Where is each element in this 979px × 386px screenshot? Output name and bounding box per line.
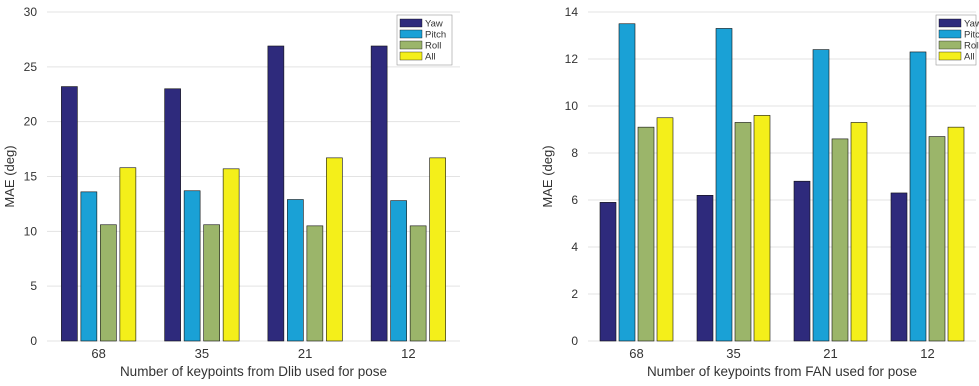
- y-tick-label: 12: [565, 52, 579, 66]
- bar-pitch-12: [909, 51, 927, 342]
- bar-all-68: [656, 117, 674, 342]
- y-tick-label: 2: [571, 287, 578, 301]
- y-tick-label: 10: [24, 224, 38, 238]
- chart-dlib: 0 5 10 15 20 25 30 MAE (deg) 68 35 21 12 Number of k…: [0, 0, 480, 381]
- bar-roll-12: [409, 225, 427, 342]
- bar-yaw-12: [890, 192, 908, 342]
- y-tick-label: 10: [565, 99, 579, 113]
- x-axis-label: Number of keypoints from Dlib used for p…: [120, 364, 387, 379]
- bar-pitch-68: [80, 191, 98, 342]
- bar-roll-12: [928, 136, 946, 342]
- y-tick-label: 6: [571, 193, 578, 207]
- bar-roll-21: [831, 138, 849, 342]
- legend-swatch-yaw: [399, 18, 423, 28]
- bar-pitch-35: [183, 190, 201, 342]
- x-tick-label: 35: [195, 346, 209, 361]
- legend-swatch-roll: [399, 40, 423, 50]
- legend-swatch-pitch: [938, 29, 962, 39]
- legend-label-pitch: Pitch: [964, 30, 979, 41]
- chart-fan: 0 2 4 6 8 10 12 14 MAE (deg) 68 35 21 12 Number of ke…: [490, 0, 979, 381]
- y-tick-label: 8: [571, 146, 578, 160]
- x-tick-label: 68: [91, 346, 105, 361]
- y-tick-label: 0: [571, 334, 578, 348]
- y-tick-label: 4: [571, 240, 578, 254]
- bar-roll-68: [637, 126, 655, 342]
- legend-label-yaw: Yaw: [425, 19, 443, 30]
- x-tick-label: 68: [629, 346, 643, 361]
- x-axis-label: Number of keypoints from FAN used for po…: [647, 364, 917, 379]
- bar-roll-21: [306, 225, 324, 342]
- bar-yaw-35: [164, 88, 181, 342]
- bar-all-35: [222, 168, 240, 342]
- y-tick-label: 15: [24, 170, 38, 184]
- y-tick-label: 30: [24, 5, 38, 19]
- bar-pitch-21: [812, 49, 830, 342]
- x-tick-label: 35: [726, 346, 740, 361]
- x-tick-label: 21: [823, 346, 837, 361]
- chart-dlib-svg: 0 5 10 15 20 25 30 MAE (deg) 68 35 21 12 Number of k…: [2, 5, 460, 379]
- y-tick-label: 25: [24, 60, 38, 74]
- bar-yaw-68: [61, 86, 78, 342]
- y-tick-label: 5: [30, 279, 37, 293]
- legend-label-all: All: [964, 52, 975, 63]
- legend-label-roll: Roll: [964, 41, 979, 52]
- bar-yaw-21: [793, 180, 811, 342]
- x-tick-label: 12: [920, 346, 934, 361]
- bar-all-21: [326, 157, 343, 342]
- bar-all-68: [119, 167, 137, 342]
- bar-yaw-35: [696, 195, 714, 342]
- y-axis-label: MAE (deg): [2, 145, 17, 207]
- bar-roll-35: [203, 224, 220, 342]
- bar-all-12: [947, 126, 965, 342]
- legend-label-yaw: Yaw: [964, 19, 979, 30]
- bar-pitch-21: [287, 199, 304, 342]
- bar-all-35: [753, 115, 771, 342]
- legend-label-roll: Roll: [425, 41, 441, 52]
- bar-yaw-12: [370, 45, 388, 342]
- bar-yaw-21: [267, 45, 285, 342]
- legend-swatch-yaw: [938, 18, 962, 28]
- y-axis-label: MAE (deg): [540, 145, 555, 207]
- bar-yaw-68: [599, 202, 617, 342]
- y-tick-label: 20: [24, 115, 38, 129]
- legend-swatch-all: [938, 51, 962, 61]
- y-tick-label: 0: [30, 334, 37, 348]
- x-tick-label: 21: [298, 346, 312, 361]
- bar-pitch-68: [618, 23, 636, 342]
- bar-pitch-35: [715, 28, 733, 342]
- bar-all-12: [429, 157, 446, 342]
- bar-pitch-12: [390, 200, 407, 342]
- legend-label-pitch: Pitch: [425, 30, 446, 41]
- legend-swatch-all: [399, 51, 423, 61]
- bar-all-21: [850, 122, 868, 342]
- legend-label-all: All: [425, 52, 436, 63]
- y-tick-label: 14: [565, 5, 579, 19]
- bar-roll-35: [734, 122, 752, 342]
- x-tick-label: 12: [401, 346, 415, 361]
- legend-swatch-pitch: [399, 29, 423, 39]
- bar-roll-68: [100, 224, 117, 342]
- legend-swatch-roll: [938, 40, 962, 50]
